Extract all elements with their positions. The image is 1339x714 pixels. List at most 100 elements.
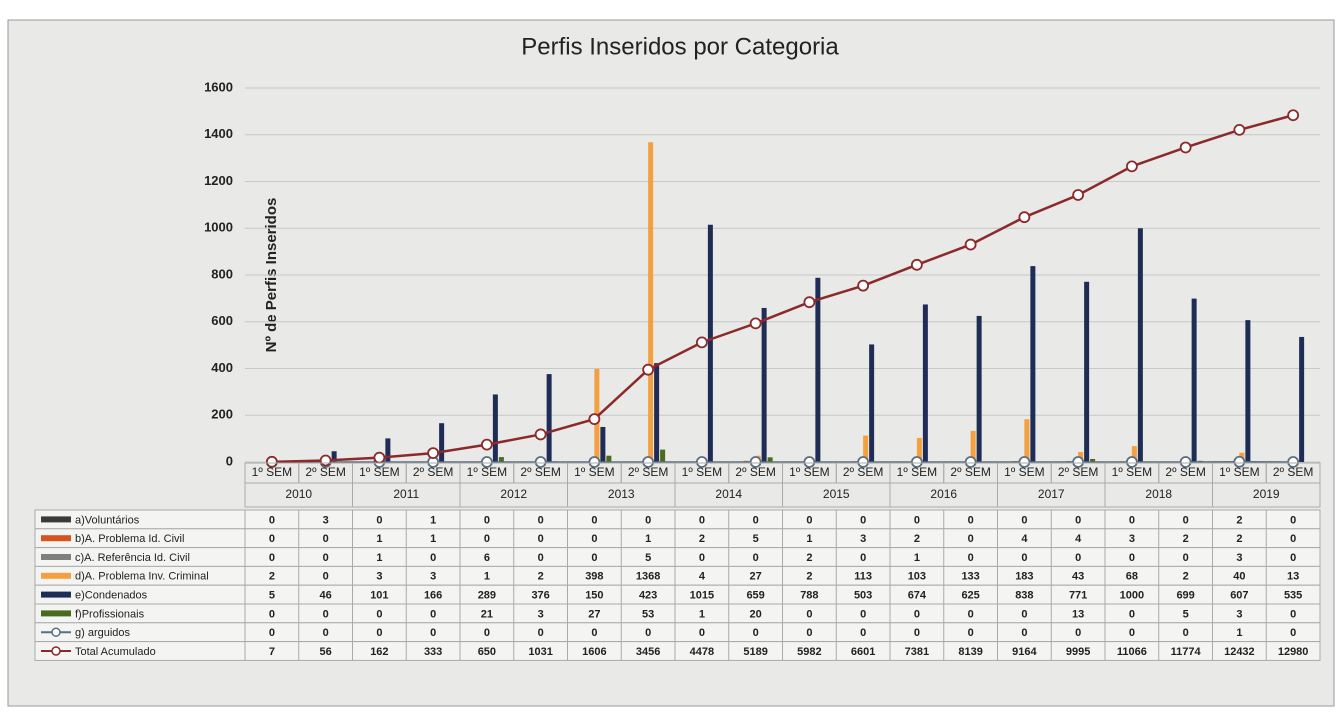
table-row — [35, 548, 1320, 567]
table-value: 2 — [269, 571, 275, 583]
y-tick-label: 1200 — [204, 173, 233, 188]
table-value: 0 — [753, 627, 759, 639]
table-value: 1 — [376, 533, 382, 545]
bar — [606, 456, 611, 462]
table-value: 0 — [1290, 608, 1296, 620]
line-point — [1019, 212, 1029, 222]
table-value: 398 — [585, 571, 603, 583]
table-value: 2 — [806, 571, 812, 583]
table-value: 0 — [699, 552, 705, 564]
table-value: 2 — [806, 552, 812, 564]
table-value: 5 — [269, 590, 275, 602]
table-value: 333 — [424, 646, 442, 658]
bar — [439, 423, 444, 462]
x-tick-label: 2º SEM — [413, 465, 453, 479]
table-value: 1 — [484, 571, 490, 583]
table-value: 0 — [323, 552, 329, 564]
bar — [1245, 320, 1250, 462]
table-value: 5189 — [743, 646, 767, 658]
table-value: 3 — [1129, 533, 1135, 545]
table-value: 0 — [269, 627, 275, 639]
bar — [762, 308, 767, 462]
bar — [1024, 419, 1029, 462]
legend-swatch — [41, 554, 71, 560]
table-value: 1 — [1236, 627, 1242, 639]
table-value: 1 — [430, 514, 436, 526]
table-value: 13 — [1072, 608, 1084, 620]
line-point — [804, 297, 814, 307]
y-tick-label: 1600 — [204, 79, 233, 94]
bar — [493, 394, 498, 462]
table-value: 12980 — [1278, 646, 1309, 658]
table-value: 3 — [323, 514, 329, 526]
table-value: 0 — [269, 514, 275, 526]
table-value: 9164 — [1012, 646, 1037, 658]
table-value: 0 — [376, 627, 382, 639]
year-label: 2017 — [1038, 487, 1065, 501]
bar — [1138, 228, 1143, 462]
legend-swatch — [41, 610, 71, 616]
legend-label: a)Voluntários — [75, 514, 140, 526]
line-point — [643, 365, 653, 375]
table-value: 0 — [860, 627, 866, 639]
x-tick-label: 2º SEM — [1273, 465, 1313, 479]
table-value: 1 — [645, 533, 651, 545]
table-value: 0 — [430, 627, 436, 639]
table-value: 3 — [430, 571, 436, 583]
table-value: 0 — [806, 608, 812, 620]
table-value: 11774 — [1171, 646, 1202, 658]
table-value: 2 — [538, 571, 544, 583]
legend-label: d)A. Problema Inv. Criminal — [75, 571, 209, 583]
table-value: 0 — [538, 533, 544, 545]
table-value: 0 — [1290, 552, 1296, 564]
legend-swatch — [41, 592, 71, 598]
y-tick-label: 0 — [226, 453, 233, 468]
x-tick-label: 2º SEM — [735, 465, 775, 479]
table-value: 0 — [484, 533, 490, 545]
table-value: 1 — [430, 533, 436, 545]
y-tick-label: 1000 — [204, 220, 233, 235]
legend-swatch — [41, 573, 71, 579]
table-value: 4 — [699, 571, 706, 583]
line-point — [697, 337, 707, 347]
bar — [1030, 266, 1035, 462]
line-point — [912, 260, 922, 270]
table-value: 0 — [806, 514, 812, 526]
table-value: 0 — [269, 533, 275, 545]
table-value: 0 — [269, 552, 275, 564]
table-value: 4478 — [690, 646, 714, 658]
bar — [1084, 282, 1089, 462]
table-value: 0 — [484, 627, 490, 639]
table-value: 0 — [1290, 627, 1296, 639]
legend-label: f)Profissionais — [75, 608, 145, 620]
x-tick-label: 2º SEM — [628, 465, 668, 479]
table-value: 1 — [376, 552, 382, 564]
table-value: 3 — [860, 533, 866, 545]
legend-swatch — [41, 535, 71, 541]
table-value: 0 — [699, 627, 705, 639]
table-value: 40 — [1233, 571, 1245, 583]
table-value: 2 — [914, 533, 920, 545]
table-value: 289 — [478, 590, 496, 602]
table-value: 5982 — [797, 646, 821, 658]
bar — [815, 278, 820, 462]
bar — [600, 427, 605, 462]
legend-label: b)A. Problema Id. Civil — [75, 533, 184, 545]
table-value: 0 — [1075, 552, 1081, 564]
year-label: 2015 — [823, 487, 850, 501]
bar — [654, 363, 659, 462]
table-value: 0 — [968, 627, 974, 639]
line-point — [966, 240, 976, 250]
table-value: 2 — [1236, 533, 1242, 545]
x-tick-label: 2º SEM — [305, 465, 345, 479]
line-point — [1288, 110, 1298, 120]
table-value: 27 — [750, 571, 762, 583]
legend-marker — [52, 628, 60, 636]
table-value: 6601 — [851, 646, 875, 658]
table-value: 0 — [323, 571, 329, 583]
x-tick-label: 2º SEM — [1165, 465, 1205, 479]
table-row — [35, 529, 1320, 548]
table-value: 21 — [481, 608, 493, 620]
table-value: 0 — [538, 627, 544, 639]
